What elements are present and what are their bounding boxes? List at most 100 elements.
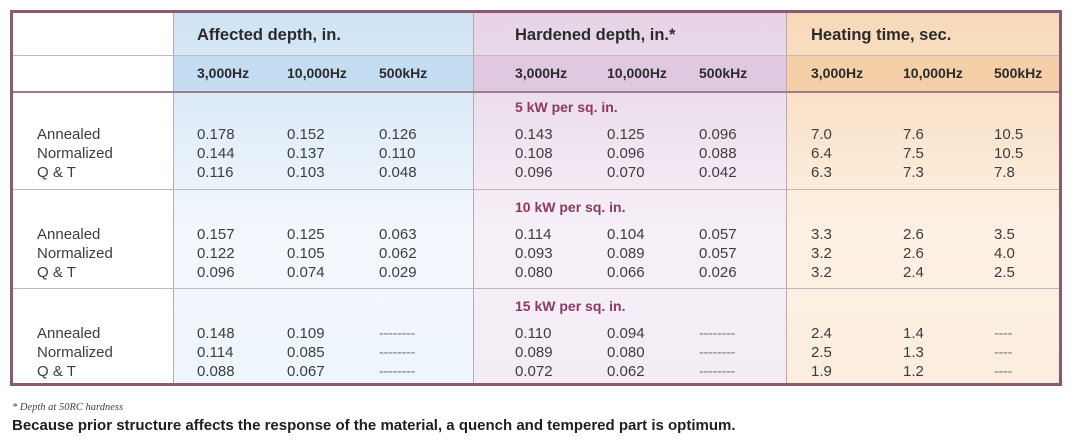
- freq-header: 10,000Hz: [287, 65, 347, 81]
- table-cell: 0.116: [197, 164, 234, 181]
- footnote: * Depth at 50RC hardness: [12, 402, 124, 413]
- data-table: Affected depth, in. Hardened depth, in.*…: [10, 10, 1062, 386]
- table-cell: 0.057: [699, 226, 737, 243]
- table-cell: 3.3: [811, 226, 832, 243]
- table-cell: 0.089: [515, 344, 553, 361]
- table-cell: --------: [699, 325, 735, 342]
- table-cell: 3.5: [994, 226, 1015, 243]
- group-header-affected-depth: Affected depth, in.: [197, 26, 341, 44]
- table-cell: 0.074: [287, 264, 325, 281]
- row-label: Q & T: [37, 264, 76, 281]
- table-cell: --------: [379, 325, 415, 342]
- table-cell: 0.093: [515, 245, 553, 262]
- table-cell: 0.088: [699, 145, 737, 162]
- freq-header: 500kHz: [379, 65, 428, 81]
- table-cell: 10.5: [994, 145, 1024, 162]
- table-cell: ----: [994, 363, 1012, 380]
- table-cell: 0.062: [607, 363, 645, 380]
- table-cell: 7.6: [903, 126, 924, 143]
- table-cell: 1.9: [811, 363, 832, 380]
- table-cell: 0.157: [197, 226, 235, 243]
- table-cell: 0.143: [515, 126, 553, 143]
- frequency-header-row: [173, 55, 1059, 91]
- table-cell: 2.6: [903, 226, 924, 243]
- table-cell: 0.114: [197, 344, 234, 361]
- table-cell: 0.096: [197, 264, 235, 281]
- table-cell: 3.2: [811, 264, 832, 281]
- row-label: Normalized: [37, 245, 113, 262]
- section-title: 15 kW per sq. in.: [515, 298, 626, 314]
- table-cell: 0.088: [197, 363, 235, 380]
- table-cell: 2.5: [811, 344, 832, 361]
- row-label: Annealed: [37, 325, 101, 342]
- section-title: 5 kW per sq. in.: [515, 99, 618, 115]
- table-cell: 7.0: [811, 126, 832, 143]
- table-cell: 0.072: [515, 363, 553, 380]
- table-cell: 2.4: [811, 325, 832, 342]
- summary-note: Because prior structure affects the resp…: [12, 417, 736, 434]
- group-header-heating-time: Heating time, sec.: [811, 26, 952, 44]
- table-cell: 0.152: [287, 126, 325, 143]
- row-label: Annealed: [37, 126, 101, 143]
- table-cell: 2.4: [903, 264, 924, 281]
- table-cell: 1.4: [903, 325, 924, 342]
- table-cell: 0.048: [379, 164, 417, 181]
- table-cell: 0.126: [379, 126, 417, 143]
- row-label: Normalized: [37, 344, 113, 361]
- freq-header: 500kHz: [994, 65, 1043, 81]
- table-cell: 4.0: [994, 245, 1015, 262]
- table-cell: 0.096: [607, 145, 645, 162]
- table-cell: 0.110: [515, 325, 552, 342]
- freq-header: 10,000Hz: [903, 65, 963, 81]
- freq-header: 10,000Hz: [607, 65, 667, 81]
- table-cell: --------: [699, 344, 735, 361]
- table-cell: 0.085: [287, 344, 325, 361]
- table-cell: 1.3: [903, 344, 924, 361]
- table-cell: 0.063: [379, 226, 417, 243]
- table-cell: 6.4: [811, 145, 832, 162]
- table-cell: 0.057: [699, 245, 737, 262]
- table-cell: 7.5: [903, 145, 924, 162]
- table-cell: 0.096: [515, 164, 553, 181]
- table-cell: 0.125: [607, 126, 645, 143]
- row-label: Annealed: [37, 226, 101, 243]
- row-label: Q & T: [37, 164, 76, 181]
- table-cell: 0.067: [287, 363, 325, 380]
- table-cell: --------: [379, 344, 415, 361]
- table-cell: 0.144: [197, 145, 235, 162]
- table-cell: 0.110: [379, 145, 416, 162]
- table-cell: 0.114: [515, 226, 552, 243]
- table-cell: 0.105: [287, 245, 325, 262]
- group-header-hardened-depth: Hardened depth, in.*: [515, 26, 676, 44]
- table-cell: 0.148: [197, 325, 235, 342]
- table-cell: 0.080: [607, 344, 645, 361]
- table-cell: 0.104: [607, 226, 645, 243]
- table-cell: 0.178: [197, 126, 235, 143]
- table-cell: 0.109: [287, 325, 325, 342]
- table-cell: 0.108: [515, 145, 553, 162]
- table-cell: 2.5: [994, 264, 1015, 281]
- table-cell: 0.096: [699, 126, 737, 143]
- table-cell: 0.094: [607, 325, 645, 342]
- table-cell: 1.2: [903, 363, 924, 380]
- table-cell: 0.042: [699, 164, 737, 181]
- freq-header: 3,000Hz: [197, 65, 250, 81]
- table-cell: 0.122: [197, 245, 235, 262]
- table-cell: 0.103: [287, 164, 325, 181]
- freq-header: 500kHz: [699, 65, 748, 81]
- row-label: Normalized: [37, 145, 113, 162]
- table-cell: 7.8: [994, 164, 1015, 181]
- table-cell: 0.089: [607, 245, 645, 262]
- freq-header: 3,000Hz: [811, 65, 864, 81]
- table-cell: --------: [699, 363, 735, 380]
- table-cell: 2.6: [903, 245, 924, 262]
- freq-header: 3,000Hz: [515, 65, 568, 81]
- table-cell: ----: [994, 325, 1012, 342]
- table-cell: ----: [994, 344, 1012, 361]
- table-cell: 0.062: [379, 245, 417, 262]
- table-cell: 3.2: [811, 245, 832, 262]
- table-cell: 10.5: [994, 126, 1024, 143]
- row-label: Q & T: [37, 363, 76, 380]
- table-cell: 0.066: [607, 264, 645, 281]
- table-cell: 6.3: [811, 164, 832, 181]
